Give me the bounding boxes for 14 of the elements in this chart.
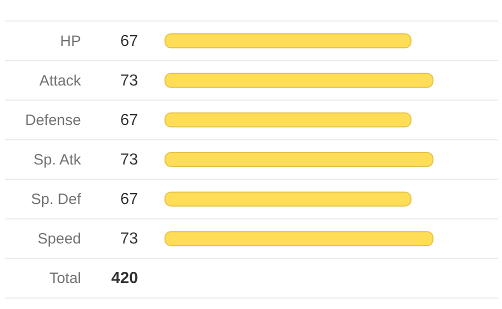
data-label: 67 <box>120 191 138 208</box>
data-label: 67 <box>120 32 138 50</box>
y-tick-label: Speed <box>38 230 81 248</box>
y-tick-label: HP <box>60 32 81 50</box>
text: Total <box>49 270 81 288</box>
data-label: 73 <box>120 152 138 168</box>
y-tick-label: Attack <box>39 72 82 90</box>
data-label: 73 <box>120 230 138 248</box>
data-label: 67 <box>120 112 138 129</box>
text: 420 <box>111 270 138 288</box>
y-tick-label: Sp. Def <box>30 191 82 208</box>
y-tick-label: Sp. Atk <box>33 152 82 168</box>
y-tick-label: Defense <box>25 112 81 129</box>
data-label: 73 <box>120 72 138 90</box>
